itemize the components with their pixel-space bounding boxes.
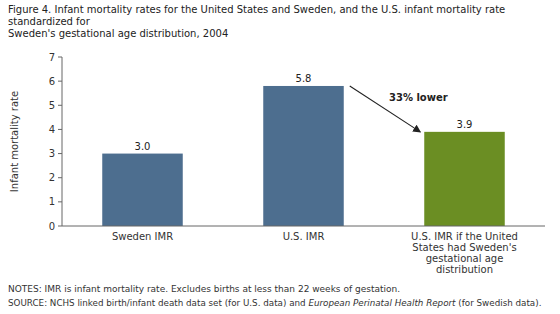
y-tick	[58, 57, 62, 58]
y-tick-label: 1	[49, 196, 55, 207]
y-tick-label: 6	[49, 76, 55, 87]
chart: Figure 4. Infant mortality rates for the…	[0, 0, 560, 314]
data-label: 3.0	[135, 141, 151, 152]
data-label: 5.8	[296, 73, 312, 84]
x-axis	[62, 226, 545, 227]
x-tick-label: Sweden IMR	[112, 231, 173, 242]
y-tick	[58, 153, 62, 154]
x-tick-label: U.S. IMR if the UnitedStates had Sweden'…	[411, 231, 518, 275]
source: SOURCE: NCHS linked birth/infant death d…	[8, 298, 541, 308]
title-line: standardized for	[8, 16, 91, 27]
y-tick-label: 4	[49, 124, 55, 135]
y-tick-label: 5	[49, 100, 55, 111]
y-tick	[58, 226, 62, 227]
source-part: European Perinatal Health Report	[308, 298, 456, 308]
title-line: Figure 4. Infant mortality rates for the…	[8, 4, 505, 15]
notes: NOTES: IMR is infant mortality rate. Exc…	[8, 284, 400, 294]
title-line: Sweden's gestational age distribution, 2…	[8, 28, 228, 39]
y-tick	[58, 177, 62, 178]
x-tick-label-line: distribution	[436, 264, 493, 275]
source-part: (for Swedish data).	[456, 298, 542, 308]
x-tick-label-line: gestational age	[426, 253, 504, 264]
y-tick-label: 2	[49, 172, 55, 183]
y-tick	[58, 105, 62, 106]
bar	[102, 154, 183, 226]
y-tick	[58, 201, 62, 202]
x-tick-label-line: States had Sweden's	[412, 242, 516, 253]
y-tick	[58, 81, 62, 82]
y-axis-label: Infant mortality rate	[9, 91, 20, 192]
y-tick	[58, 129, 62, 130]
bar	[263, 86, 344, 226]
y-tick-label: 0	[49, 221, 55, 232]
annotation: 33% lower	[389, 92, 448, 103]
title: Figure 4. Infant mortality rates for the…	[8, 4, 505, 39]
data-label: 3.9	[457, 119, 473, 130]
source-part: SOURCE: NCHS linked birth/infant death d…	[8, 298, 308, 308]
y-axis	[62, 57, 63, 226]
x-tick-label-line: U.S. IMR if the United	[411, 231, 518, 242]
x-tick-label-line: Sweden IMR	[112, 231, 173, 242]
y-tick-label: 7	[49, 52, 55, 63]
bar	[424, 132, 505, 226]
x-tick-label: U.S. IMR	[283, 231, 325, 242]
x-tick-label-line: U.S. IMR	[283, 231, 325, 242]
y-tick-label: 3	[49, 148, 55, 159]
